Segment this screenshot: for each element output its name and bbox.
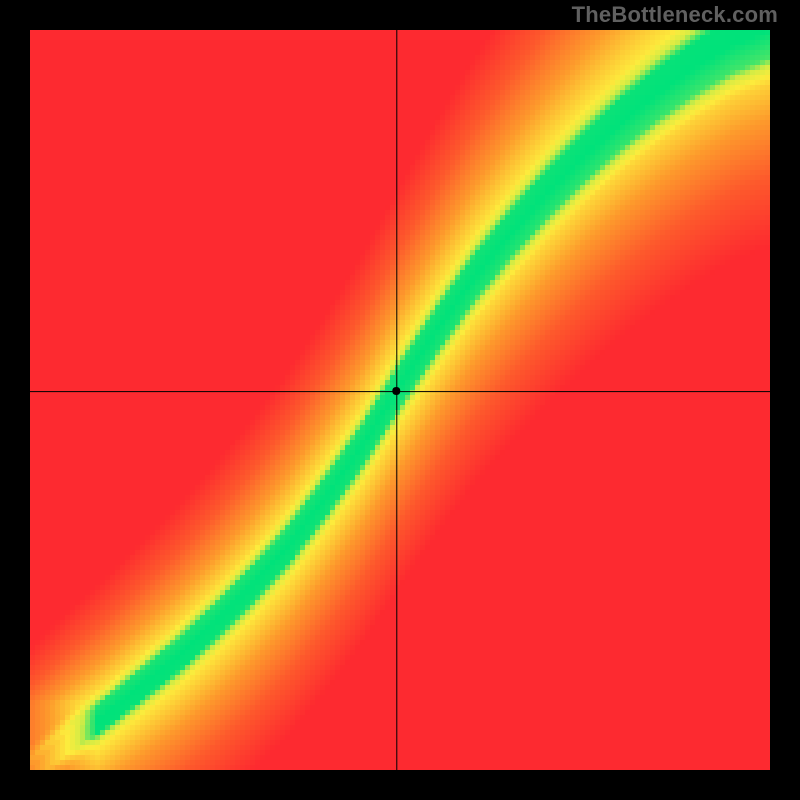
attribution-label: TheBottleneck.com [572,2,778,28]
chart-frame: TheBottleneck.com [0,0,800,800]
crosshair-overlay [30,30,770,770]
heatmap-plot [30,30,770,770]
